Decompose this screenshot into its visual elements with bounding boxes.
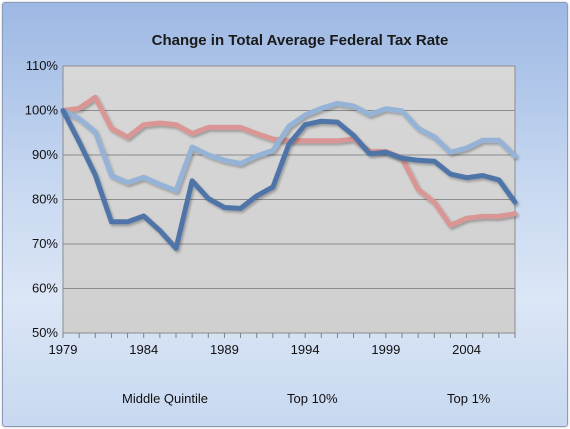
gridlines [63, 110, 515, 289]
y-tick-label: 50% [32, 325, 58, 340]
y-tick-label: 90% [32, 147, 58, 162]
y-tick-label: 60% [32, 281, 58, 296]
legend-label-middle-quintile: Middle Quintile [122, 391, 208, 406]
chart-title: Change in Total Average Federal Tax Rate [152, 32, 449, 49]
x-tick-label: 1999 [371, 342, 400, 357]
x-tick-label: 1994 [291, 342, 320, 357]
y-tick-label: 110% [26, 58, 59, 73]
series-line-top-1 [60, 108, 518, 251]
y-tick-label: 80% [32, 192, 58, 207]
x-axis-ticks: 1979 1984 1989 1994 1999 2004 [49, 342, 481, 357]
x-tick-label: 1989 [210, 342, 239, 357]
y-tick-label: 100% [25, 103, 59, 118]
y-tick-label: 70% [32, 236, 58, 251]
x-axis [62, 333, 516, 338]
x-tick-label: 1979 [49, 342, 78, 357]
x-tick-label: 2004 [452, 342, 481, 357]
x-tick-label: 1984 [129, 342, 158, 357]
legend-label-top-1: Top 1% [447, 391, 491, 406]
series-line-top-10 [60, 100, 518, 194]
legend: Middle Quintile Top 10% Top 1% [79, 391, 491, 406]
series-lines [60, 94, 518, 251]
y-axis-ticks: 50% 60% 70% 80% 90% 100% 110% [25, 58, 59, 340]
legend-label-top-10: Top 10% [287, 391, 338, 406]
